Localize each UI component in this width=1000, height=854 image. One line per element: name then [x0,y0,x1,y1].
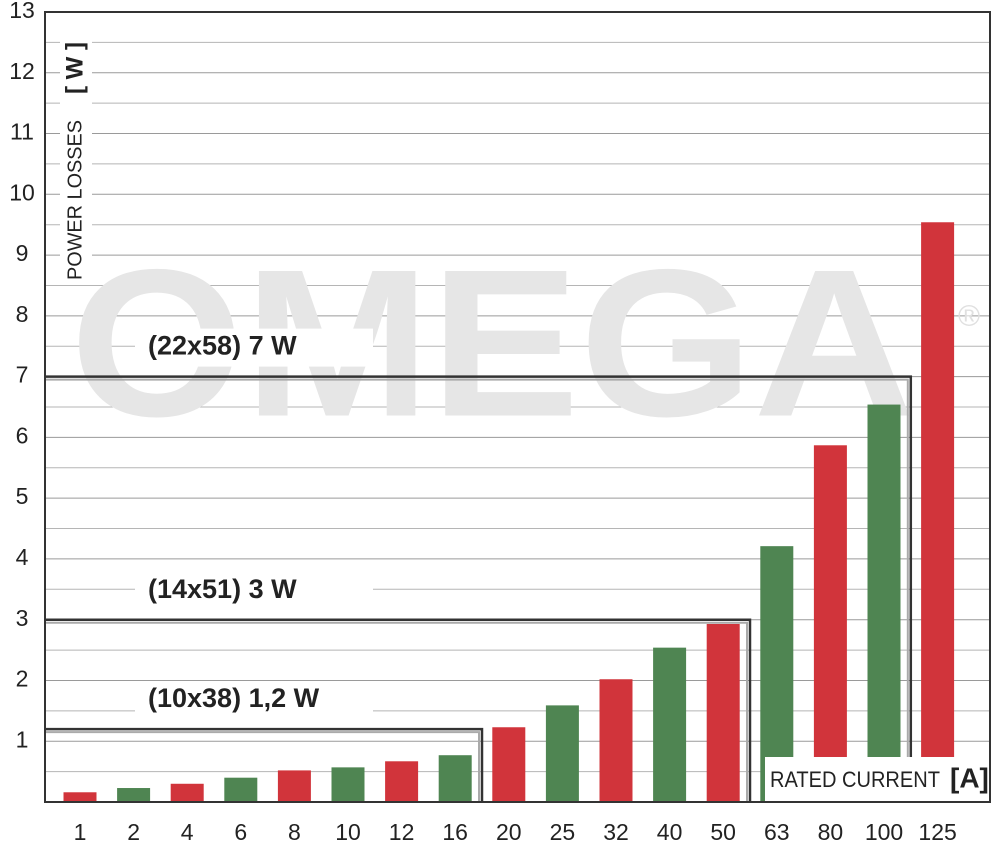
x-tick-label: 8 [288,819,301,845]
x-label-bg [765,757,990,802]
bar [867,404,901,802]
x-tick-label: 25 [550,819,576,845]
x-tick-label: 6 [234,819,247,845]
y-tick-label: 3 [16,605,29,631]
annotation-line-shadow [45,378,909,802]
annotation-label-bg [135,681,373,720]
x-tick-label: 80 [818,819,844,845]
annotation-line-shadow [45,731,480,802]
y-axis-label: POWER LOSSES [64,120,86,280]
annotation-line [45,618,752,802]
annotation-label-bg [135,328,373,367]
annotation-label: (14x51) 3 W [148,574,297,604]
bar [224,777,258,802]
y-tick-label: 11 [10,119,34,145]
x-tick-label: 32 [603,819,629,845]
annotation-line [45,727,484,802]
y-tick-label: 8 [16,301,29,327]
bar [706,623,740,802]
x-tick-label: 63 [764,819,790,845]
x-tick-label: 2 [127,819,140,845]
x-axis-unit: [A] [950,762,989,793]
y-tick-label: 10 [9,179,35,205]
bar [492,727,526,802]
bar [331,767,365,802]
annotation-line-shadow [45,621,748,802]
x-tick-label: 4 [181,819,194,845]
bar [170,783,204,802]
watermark-mark: ® [958,300,980,333]
y-tick-label: 6 [16,422,29,448]
x-tick-label: 40 [657,819,683,845]
bar [385,761,419,802]
y-axis-unit: [ W ] [61,42,88,94]
y-tick-label: 1 [16,726,29,752]
x-tick-label: 16 [442,819,468,845]
bar [545,705,579,802]
annotation-line [45,375,913,802]
x-tick-label: 1 [74,819,87,845]
y-tick-label: 5 [16,483,29,509]
bar [63,792,97,802]
y-tick-label: 13 [9,0,35,23]
x-axis-label: RATED CURRENT [770,767,940,792]
annotation-label-bg [135,571,373,610]
x-tick-label: 100 [865,819,903,845]
bar [438,755,472,802]
bar [921,222,955,802]
annotation-label: (10x38) 1,2 W [148,683,320,713]
y-label-bg [60,30,92,285]
annotation-label: (22x58) 7 W [148,331,297,361]
bar [599,679,633,802]
bar [653,647,687,802]
x-tick-label: 125 [918,819,956,845]
y-tick-label: 4 [16,544,29,570]
y-tick-label: 9 [16,240,29,266]
x-tick-label: 12 [389,819,415,845]
x-tick-label: 50 [710,819,736,845]
y-tick-label: 2 [16,666,29,692]
bar [277,770,311,802]
plot-frame [44,11,991,803]
bar [117,788,151,802]
y-tick-label: 7 [16,362,29,388]
bar [813,445,847,802]
x-tick-label: 20 [496,819,522,845]
x-tick-label: 10 [335,819,361,845]
y-tick-label: 12 [9,58,35,84]
